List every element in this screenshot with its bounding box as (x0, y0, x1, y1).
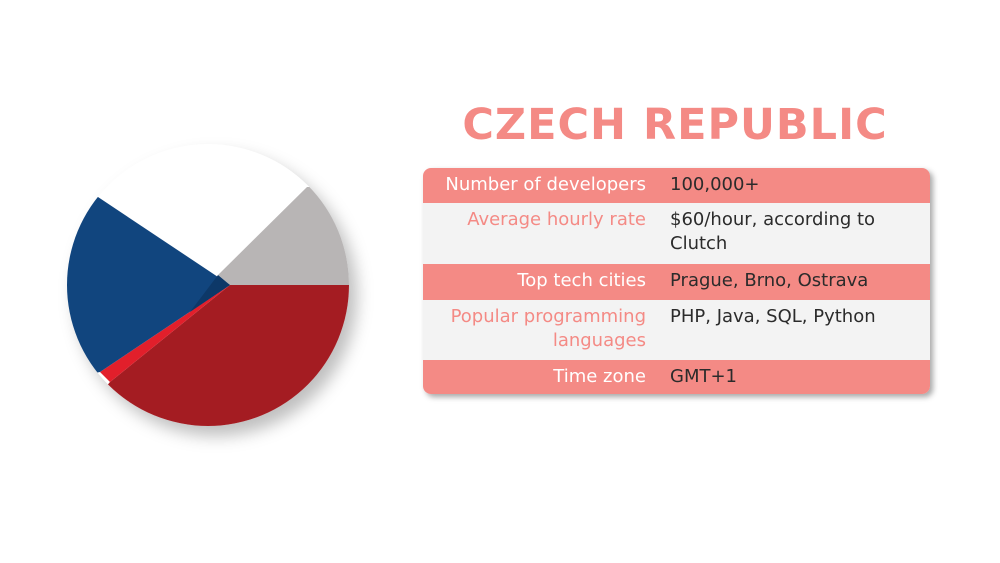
row-value: $60/hour, according to Clutch (670, 209, 876, 254)
row-value: PHP, Java, SQL, Python (670, 306, 876, 327)
row-label: Average hourly rate (467, 209, 646, 230)
row-value: Prague, Brno, Ostrava (670, 270, 869, 291)
table-row: Average hourly rate $60/hour, according t… (423, 203, 930, 264)
row-label: Top tech cities (517, 270, 646, 291)
table-row: Time zone GMT+1 (423, 360, 930, 394)
table-row: Popular programming languages PHP, Java, … (423, 300, 930, 360)
row-value: 100,000+ (670, 174, 760, 195)
info-table: Number of developers 100,000+ Average hour… (423, 168, 930, 394)
row-label: Time zone (553, 366, 646, 387)
czech-flag-icon (67, 144, 357, 436)
row-label: Number of developers (445, 174, 646, 195)
table-row: Top tech cities Prague, Brno, Ostrava (423, 264, 930, 300)
page-title: CZECH REPUBLIC (462, 100, 888, 150)
table-row: Number of developers 100,000+ (423, 168, 930, 203)
row-value: GMT+1 (670, 366, 738, 387)
row-label: Popular programming languages (450, 306, 646, 351)
